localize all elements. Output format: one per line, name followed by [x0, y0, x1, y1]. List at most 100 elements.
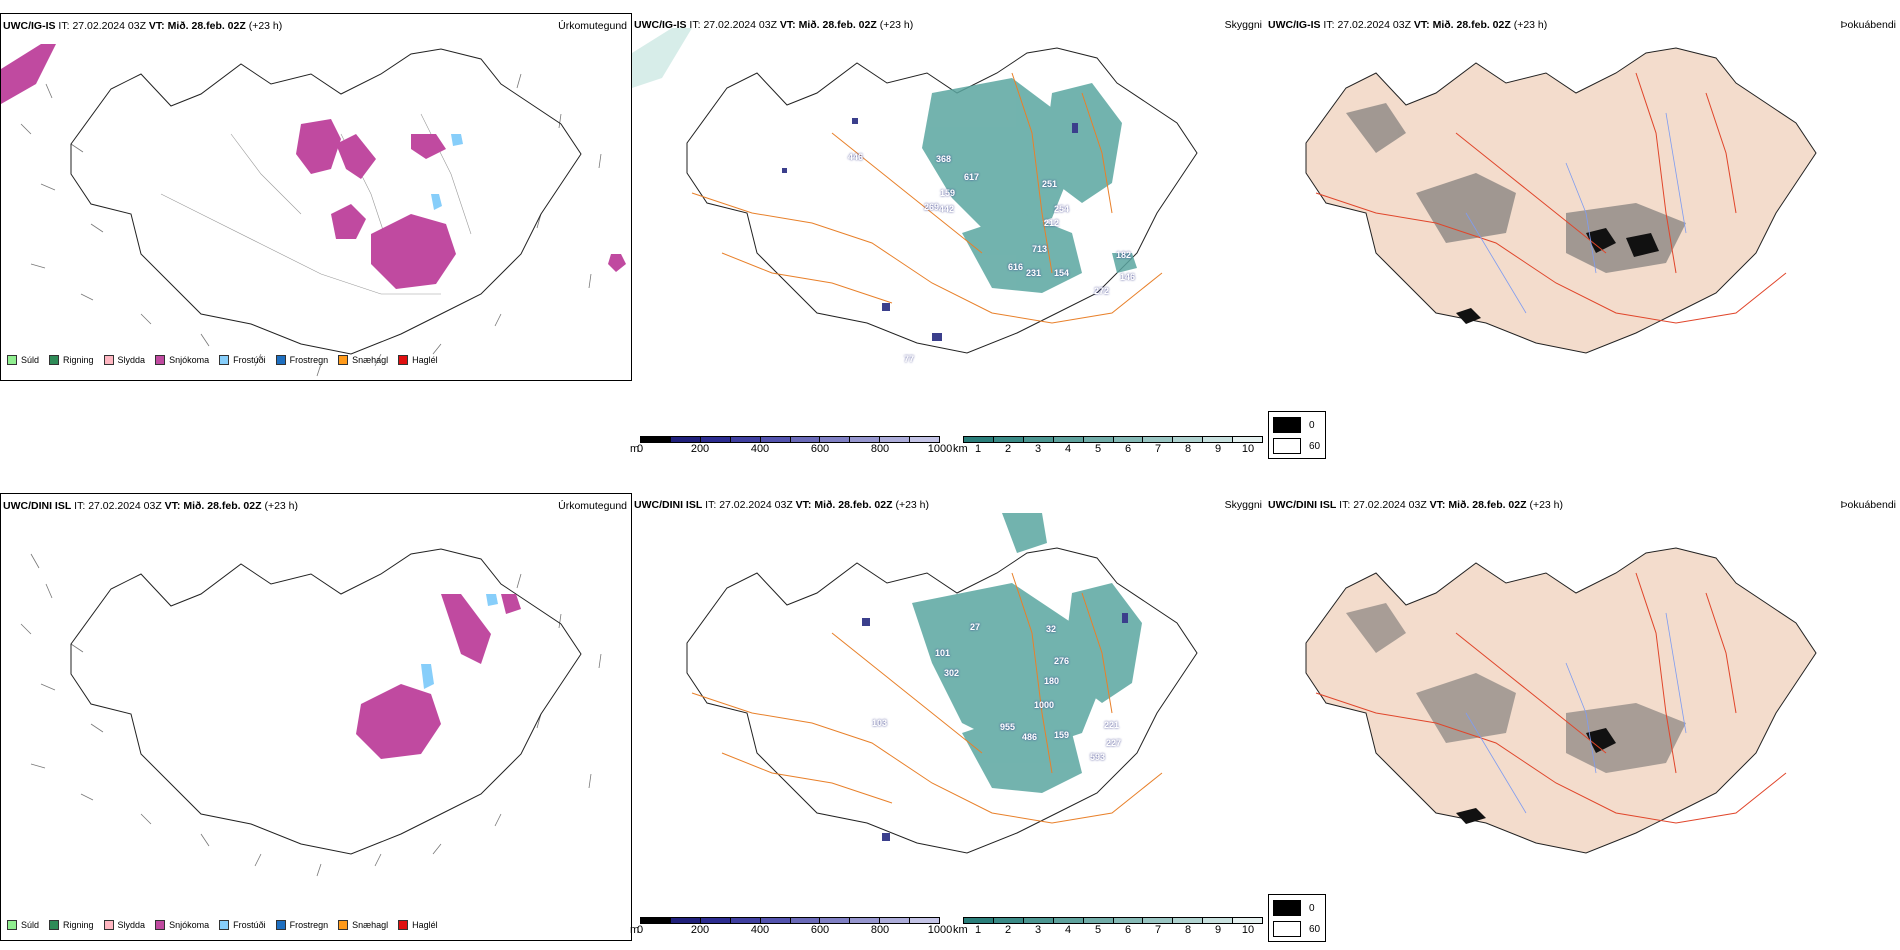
legend-item: Frostregn — [275, 355, 328, 365]
fog-dark-cores — [1456, 228, 1659, 324]
colorbar-segment — [790, 918, 821, 923]
fog-legend-label: 60 — [1309, 923, 1321, 935]
cloud-base-label: 221 — [1104, 720, 1120, 730]
freezing-drizzle-areas — [431, 134, 463, 210]
precip-type-title-2: Úrkomutegund — [558, 500, 627, 512]
colorbar-segment — [993, 437, 1024, 442]
legend-label: Rigning — [63, 355, 94, 365]
fog-legend-label: 0 — [1309, 419, 1315, 431]
colorbar-segment — [1083, 918, 1114, 923]
colorbar-segment — [790, 437, 821, 442]
fog-panel-row1: UWC/IG-IS IT: 27.02.2024 03Z VT: Mið. 28… — [1266, 13, 1900, 381]
cloud-map-row1 — [632, 28, 1198, 354]
colorbar-segment — [1173, 918, 1204, 923]
roads — [1315, 572, 1787, 824]
fog-title-2: Þokuábendi — [1840, 499, 1896, 511]
legend-swatch — [219, 920, 230, 930]
cloud-base-label: 254 — [1054, 204, 1070, 214]
legend-item: Rigning — [49, 355, 94, 365]
colorbar-segment — [730, 437, 761, 442]
colorbar-segment — [1143, 437, 1174, 442]
colorbar-segment — [964, 437, 994, 442]
colorbar-segment — [964, 918, 994, 923]
colorbar-tick-label: 800 — [870, 924, 890, 936]
fog-legend-row: 0 — [1273, 417, 1321, 433]
fog-legend-label: 60 — [1309, 440, 1321, 452]
precip-legend-row1: Súld Rigning Slydda Snjókoma Frostúði Frostre… — [7, 355, 438, 365]
colorbar-strip — [963, 436, 1263, 443]
colorbar-tick-label: 7 — [1154, 443, 1162, 455]
cloud-base-label: 593 — [1090, 752, 1106, 762]
cloud-base-label: 486 — [1022, 732, 1038, 742]
cloud-base-label: 368 — [936, 154, 952, 164]
roads — [691, 72, 1163, 324]
colorbar-tick-label: 1 — [974, 443, 982, 455]
colorbar-segment — [700, 918, 731, 923]
legend-label: Haglél — [412, 355, 438, 365]
colorbar-strip — [963, 917, 1263, 924]
cloud-base-label: 146 — [1120, 272, 1136, 282]
colorbar-segment — [1053, 918, 1084, 923]
row1-cloud-header: UWC/IG-IS IT: 27.02.2024 03Z VT: Mið. 28… — [634, 19, 914, 31]
legend-swatch — [103, 355, 114, 365]
legend-item: Snæhagl — [338, 355, 388, 365]
colorbar-segment — [1113, 437, 1144, 442]
legend-swatch — [103, 920, 114, 930]
row1-precip-header: UWC/IG-IS IT: 27.02.2024 03Z VT: Mið. 28… — [3, 20, 283, 32]
fog-legend-swatch — [1273, 921, 1301, 937]
rivers — [1465, 112, 1687, 314]
colorbar-unit: m — [630, 924, 640, 936]
legend-item: Snjókoma — [155, 355, 209, 365]
colorbar-tick-label: 4 — [1064, 443, 1072, 455]
legend-label: Frostúði — [233, 920, 266, 930]
legend-item: Frostregn — [275, 920, 329, 930]
colorbar-tick-label: 1000 — [927, 443, 953, 455]
colorbar-segment — [910, 918, 940, 923]
fog-legend-row: 0 — [1273, 900, 1321, 916]
colorbar-km-1: 1 2 3 4 5 6 7 8 9 10 km — [953, 436, 1263, 456]
colorbar-tick-label: 400 — [750, 924, 770, 936]
colorbar-segment — [670, 918, 701, 923]
fog-legend-row: 60 — [1273, 438, 1321, 454]
colorbar-segment — [641, 918, 671, 923]
legend-swatch — [219, 355, 230, 365]
colorbar-segment — [820, 918, 851, 923]
colorbar-tick-label: 400 — [750, 443, 770, 455]
colorbar-segment — [760, 918, 791, 923]
colorbar-segment — [1143, 918, 1174, 923]
cloud-base-label: 182 — [1116, 250, 1132, 260]
legend-item: Frostúði — [219, 920, 266, 930]
fog-legend-row: 60 — [1273, 921, 1321, 937]
fog-map-row1 — [1305, 47, 1817, 354]
colorbar-segment — [730, 918, 761, 923]
colorbar-tick-label: 6 — [1124, 443, 1132, 455]
fog-panel-row2: UWC/DINI ISL IT: 27.02.2024 03Z VT: Mið.… — [1266, 493, 1900, 941]
fog-shading — [1346, 103, 1686, 273]
colorbar-ticks: 1 2 3 4 5 6 7 8 9 10 — [963, 924, 1263, 937]
colorbar-tick-label: 0 — [636, 924, 644, 936]
legend-swatch — [7, 355, 17, 365]
legend-item: Súld — [7, 920, 39, 930]
colorbar-segment — [910, 437, 940, 442]
colorbar-segment — [1233, 437, 1263, 442]
colorbar-tick-label: 2 — [1004, 443, 1012, 455]
cloud-base-label: 103 — [872, 718, 888, 728]
fog-dark-cores — [1456, 728, 1616, 824]
legend-item: Snæhagl — [338, 920, 388, 930]
legend-swatch — [275, 920, 286, 930]
colorbar-tick-label: 7 — [1154, 924, 1162, 936]
legend-swatch — [49, 355, 60, 365]
cloud-base-label: 713 — [1032, 244, 1048, 254]
cloud-base-points — [782, 118, 1078, 341]
cloud-title: Skyggni — [1224, 19, 1262, 31]
legend-swatch — [398, 920, 409, 930]
legend-label: Snjókoma — [169, 355, 210, 365]
legend-label: Frostregn — [289, 920, 329, 930]
model-name: UWC/IG-IS — [3, 20, 56, 32]
cloud-base-label: 101 — [935, 648, 951, 658]
colorbar-tick-label: 8 — [1184, 924, 1192, 936]
legend-item: Haglél — [398, 355, 438, 365]
cloud-base-label: 212 — [1044, 218, 1060, 228]
colorbar-unit: m — [630, 443, 640, 455]
fog-title: Þokuábendi — [1840, 19, 1896, 31]
